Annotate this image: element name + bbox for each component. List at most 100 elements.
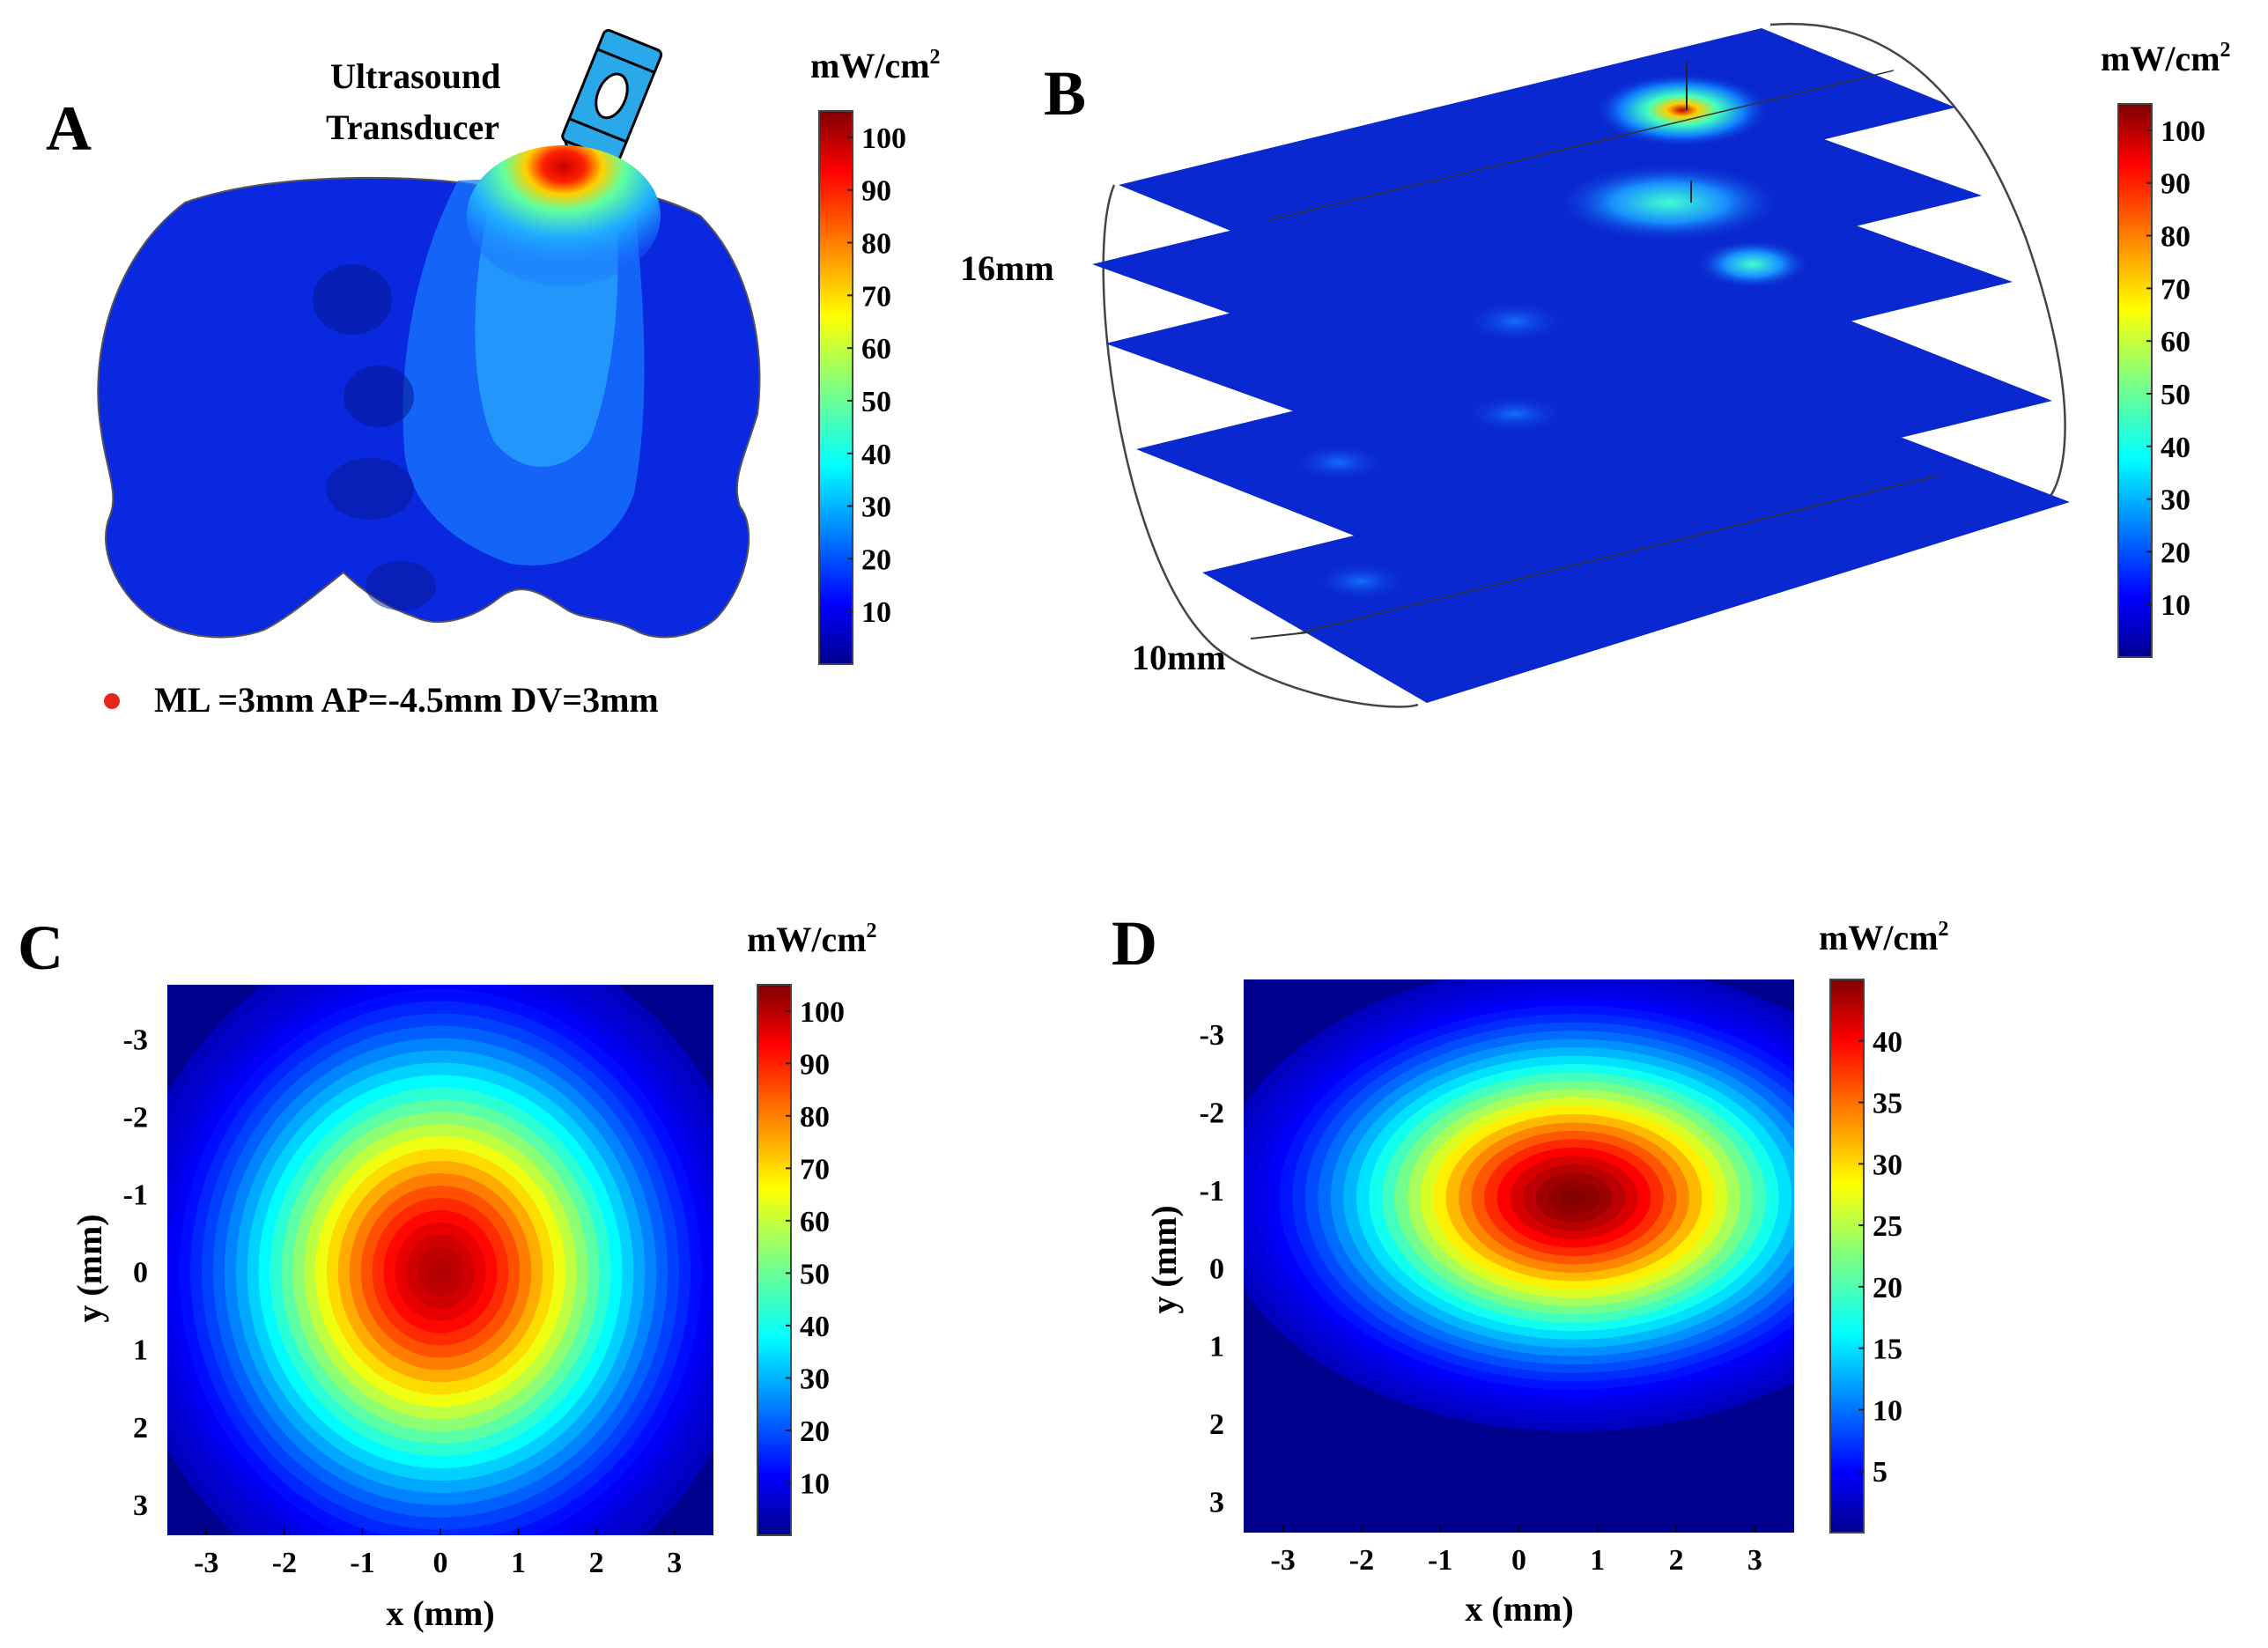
- legend-marker-dot: [104, 693, 120, 709]
- colorbar-tick-label: 25: [1873, 1210, 1902, 1243]
- colorbar-tick-label: 60: [800, 1206, 830, 1238]
- x-axis-label-d: x (mm): [1465, 1589, 1573, 1629]
- heatmap-d: [1244, 979, 1794, 1431]
- colorbar-tick-label: 90: [800, 1048, 830, 1081]
- y-tick-label: 1: [1209, 1331, 1224, 1363]
- colorbar-tick-label: 10: [2161, 589, 2190, 622]
- colorbar-b: [2117, 103, 2153, 658]
- colorbar-b-unit: mW/cm2: [2101, 39, 2231, 78]
- colorbar-tick-label: 35: [1873, 1088, 1902, 1120]
- x-tick-label: -3: [1270, 1544, 1295, 1577]
- y-tick-label: 3: [1209, 1487, 1224, 1519]
- dimension-label-10mm: 10mm: [1132, 638, 1226, 677]
- y-axis-label-c: y (mm): [70, 1214, 109, 1322]
- colorbar-tick-label: 30: [861, 491, 891, 524]
- y-tick-label: 1: [133, 1334, 148, 1367]
- heatmap-c: [167, 985, 713, 1535]
- colorbar-tick-label: 70: [861, 280, 891, 313]
- colorbar-tick-label: 60: [861, 333, 891, 366]
- x-tick-label: 1: [511, 1547, 526, 1579]
- y-tick-label: -2: [123, 1102, 148, 1134]
- x-tick-label: -2: [272, 1547, 297, 1579]
- colorbar-d-ticks: 40 35 30 25 20 15 10 5: [1858, 1026, 1902, 1489]
- colorbar-tick-label: 100: [861, 122, 906, 155]
- colorbar-c-ticks: 100 90 80 70 60 50 40 30 20 10: [786, 996, 845, 1500]
- colorbar-a-unit: mW/cm2: [810, 46, 941, 85]
- x-tick-label: 0: [1511, 1544, 1526, 1577]
- heat-contour: [429, 1259, 452, 1284]
- colorbar-tick-label: 20: [861, 543, 891, 576]
- colorbar-tick-label: 20: [2161, 536, 2190, 569]
- x-tick-label: 1: [1590, 1544, 1605, 1577]
- transducer-label-line1: Ultrasound: [330, 56, 500, 96]
- colorbar-c: [757, 984, 792, 1536]
- x-tick-label: -3: [194, 1547, 218, 1579]
- panel-letter-a: A: [46, 93, 92, 164]
- colorbar-tick-label: 50: [800, 1258, 830, 1290]
- slice-2: [1092, 107, 1982, 352]
- x-tick-label: 2: [589, 1547, 604, 1579]
- colorbar-tick-label: 80: [2161, 221, 2190, 254]
- colorbar-b-ticks: 100 90 80 70 60 50 40 30 20 10: [2146, 115, 2205, 622]
- colorbar-tick-label: 40: [800, 1311, 830, 1343]
- y-tick-label: -2: [1200, 1097, 1224, 1129]
- x-axis-label-c: x (mm): [386, 1593, 494, 1633]
- y-tick-label: 0: [1209, 1253, 1224, 1285]
- colorbar-a-ticks: 100 90 80 70 60 50 40 30 20 10: [847, 122, 906, 629]
- colorbar-tick-label: 10: [800, 1467, 830, 1500]
- transducer-label-line2: Transducer: [326, 107, 499, 147]
- slice-4: [1136, 292, 2052, 558]
- colorbar-tick-label: 90: [2161, 168, 2190, 201]
- colorbar-tick-label: 50: [2161, 379, 2190, 411]
- x-tick-label: 3: [667, 1547, 682, 1579]
- x-tick-label: 2: [1669, 1544, 1684, 1577]
- colorbar-c-unit: mW/cm2: [747, 920, 877, 959]
- colorbar-tick-label: 40: [1873, 1026, 1902, 1059]
- x-tick-label: -2: [1349, 1544, 1374, 1577]
- colorbar-tick-label: 30: [800, 1363, 830, 1395]
- colorbar-tick-label: 80: [800, 1101, 830, 1134]
- slice-5: [1202, 416, 2070, 703]
- colorbar-tick-label: 70: [800, 1153, 830, 1186]
- stacked-slices-3d: [1092, 22, 2070, 708]
- colorbar-tick-label: 10: [861, 596, 891, 629]
- colorbar-tick-label: 90: [861, 175, 891, 208]
- y-tick-label: -3: [123, 1024, 148, 1057]
- colorbar-tick-label: 50: [861, 386, 891, 418]
- y-tick-label: 2: [1209, 1408, 1224, 1441]
- colorbar-tick-label: 20: [800, 1415, 830, 1448]
- colorbar-tick-label: 40: [2161, 432, 2190, 464]
- heat-contour: [1561, 1189, 1587, 1207]
- y-tick-label: 0: [133, 1257, 148, 1290]
- x-tick-label: 0: [433, 1547, 448, 1579]
- colorbar-tick-label: 40: [861, 439, 891, 471]
- axes-c: -3 -2 -1 0 1 2 3 -3 -2 -1 0 1 2 3: [123, 1024, 683, 1579]
- panel-letter-d: D: [1112, 908, 1157, 979]
- y-tick-label: -3: [1200, 1019, 1224, 1052]
- panel-letter-b: B: [1044, 58, 1086, 129]
- colorbar-tick-label: 60: [2161, 326, 2190, 358]
- x-tick-label: -1: [350, 1547, 374, 1579]
- axes-d: -3 -2 -1 0 1 2 3 -3 -2 -1 0 1 2 3: [1200, 1019, 1762, 1577]
- colorbar-d: [1829, 979, 1865, 1533]
- y-tick-label: 3: [133, 1489, 148, 1522]
- x-tick-label: 3: [1747, 1544, 1762, 1577]
- y-tick-label: -1: [123, 1179, 148, 1212]
- colorbar-tick-label: 20: [1873, 1272, 1902, 1304]
- y-tick-label: -1: [1200, 1175, 1224, 1208]
- colorbar-tick-label: 15: [1873, 1334, 1902, 1366]
- y-tick-label: 2: [133, 1412, 148, 1445]
- dimension-label-16mm: 16mm: [960, 248, 1054, 288]
- colorbar-tick-label: 10: [1873, 1394, 1902, 1427]
- coordinate-legend: ML =3mm AP=-4.5mm DV=3mm: [154, 680, 659, 720]
- colorbar-d-unit: mW/cm2: [1819, 918, 1949, 957]
- colorbar-tick-label: 100: [2161, 115, 2205, 148]
- x-tick-label: -1: [1428, 1544, 1452, 1577]
- colorbar-tick-label: 80: [861, 228, 891, 261]
- colorbar-tick-label: 5: [1873, 1456, 1888, 1489]
- y-axis-label-d: y (mm): [1144, 1205, 1184, 1313]
- colorbar-tick-label: 70: [2161, 273, 2190, 306]
- colorbar-tick-label: 30: [2161, 484, 2190, 517]
- brain-slice-heatmap: [97, 145, 761, 639]
